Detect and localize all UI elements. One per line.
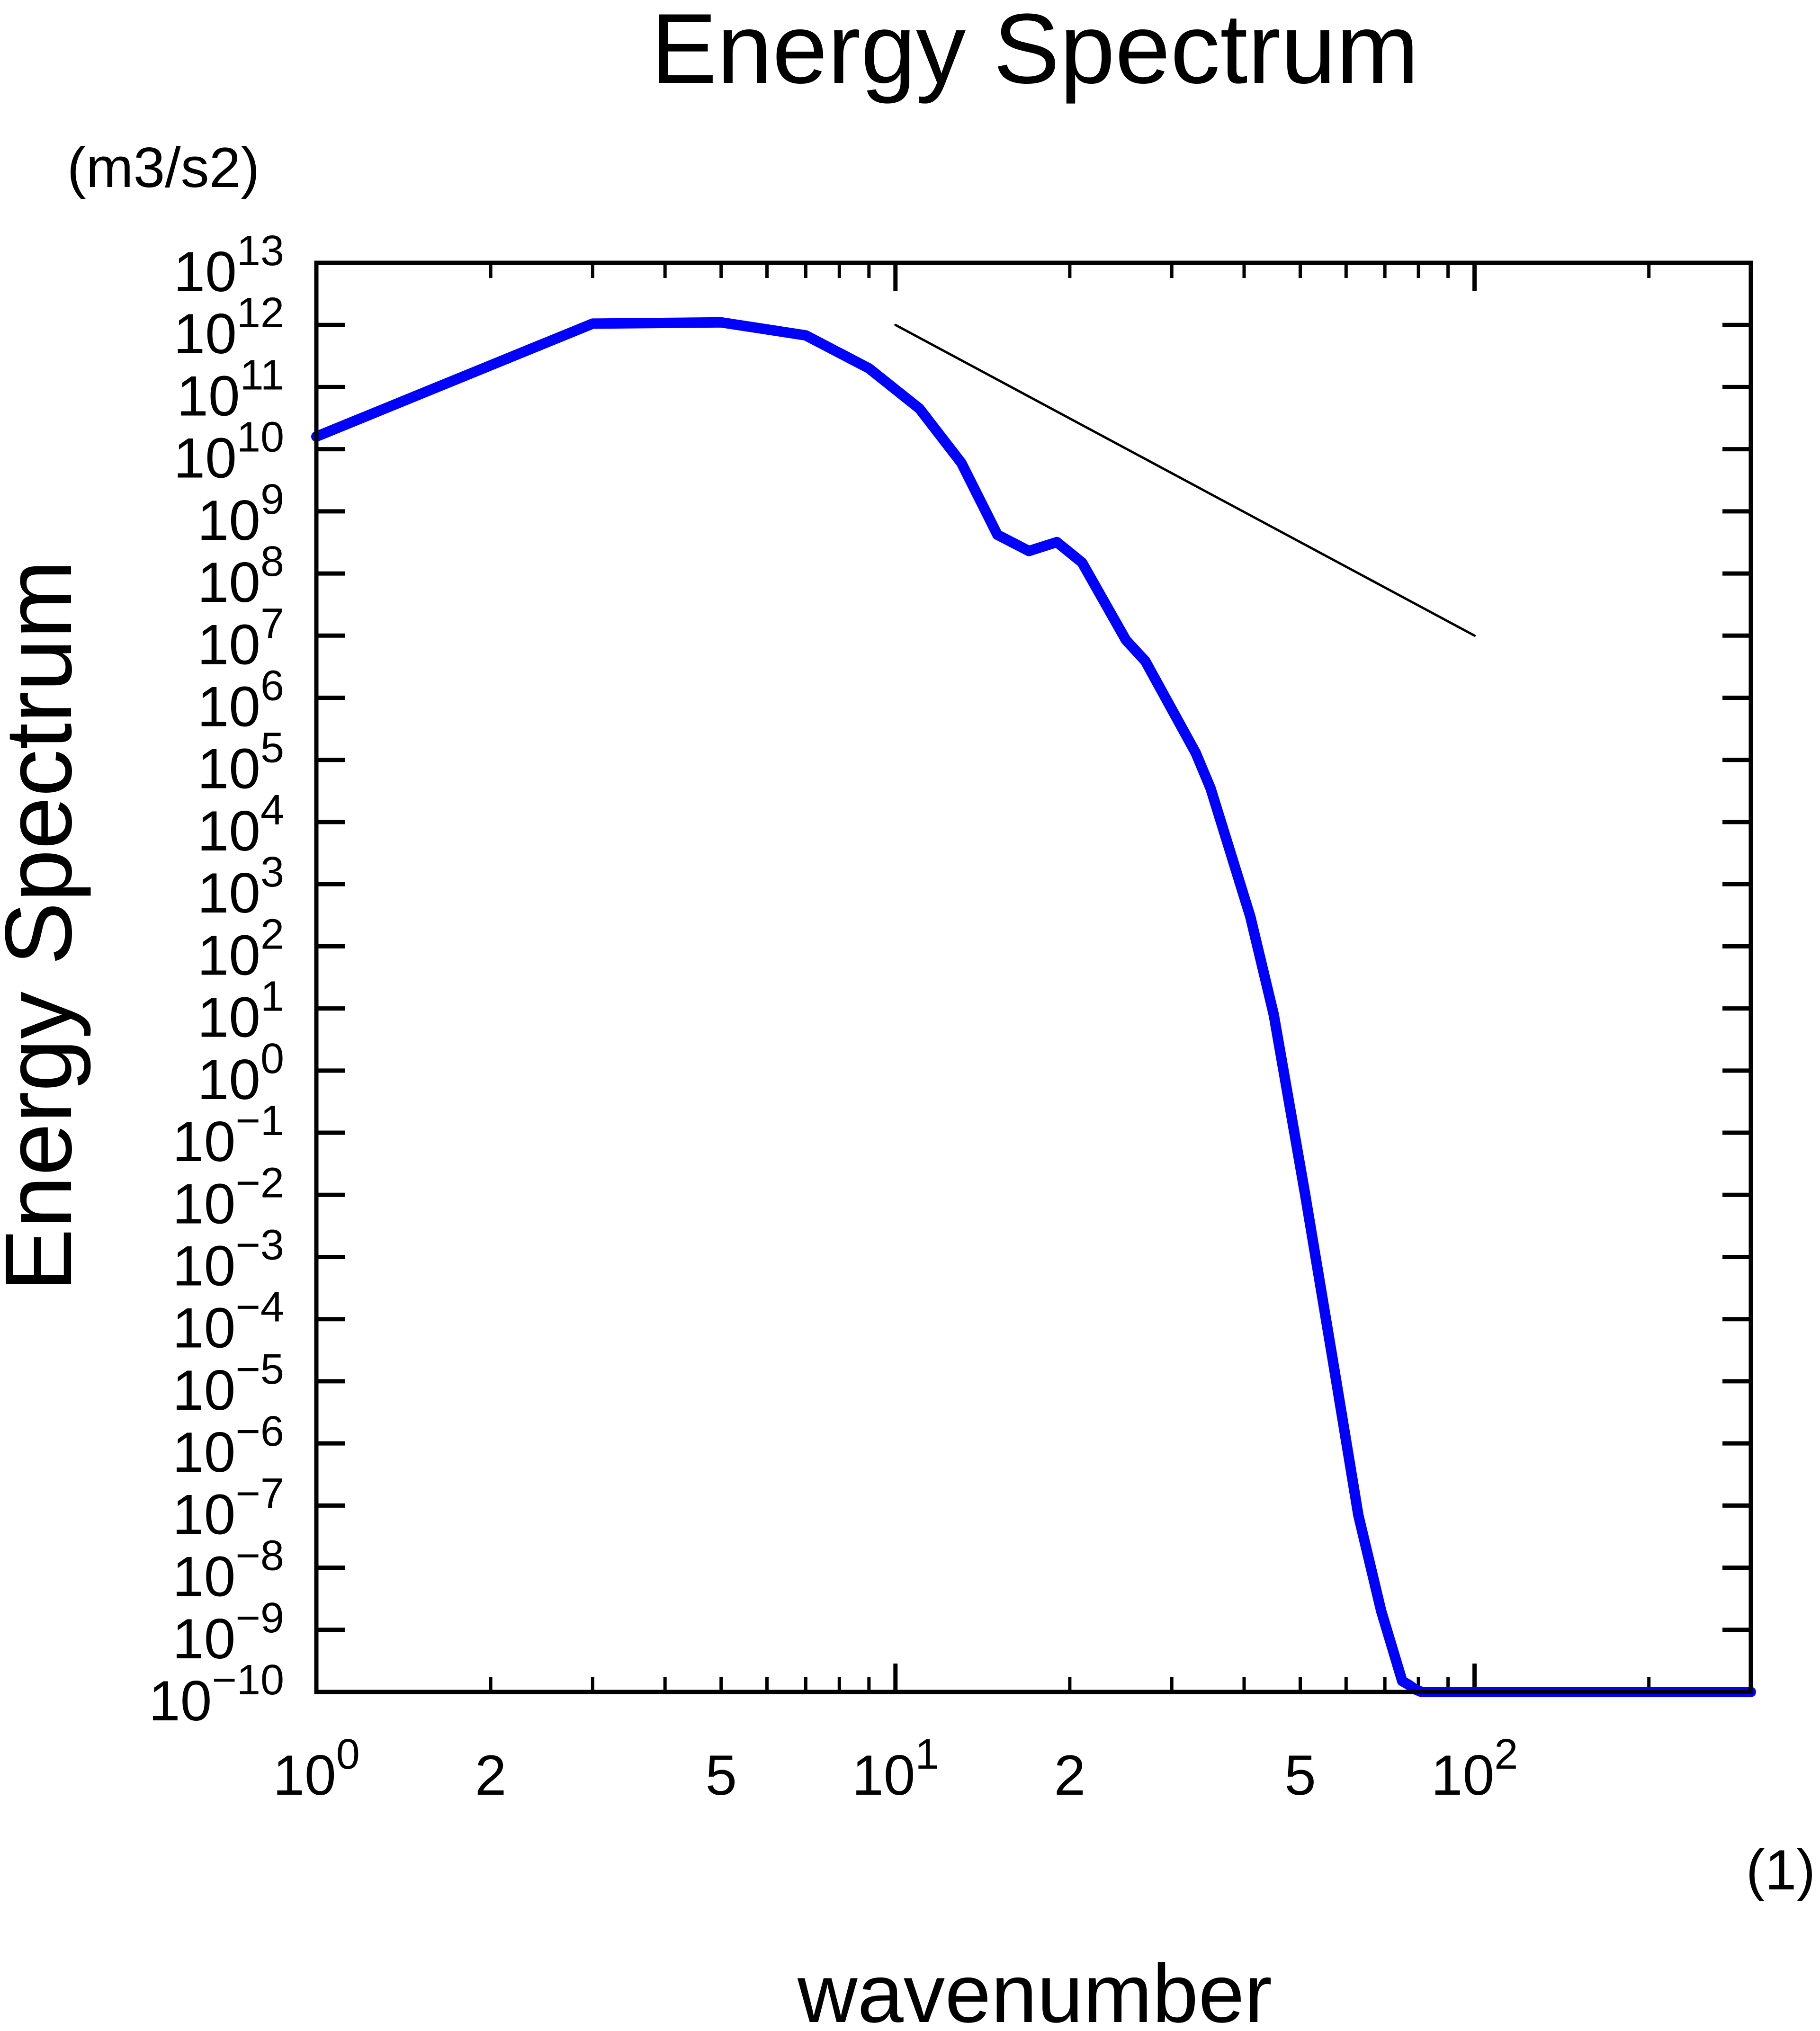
y-tick-label: 108 bbox=[197, 538, 284, 614]
y-units-label: (m3/s2) bbox=[67, 136, 260, 199]
y-axis-label: Energy Spectrum bbox=[0, 560, 91, 1291]
y-tick-label: 10−7 bbox=[172, 1470, 284, 1546]
x-tick-labels: 100 2 5 101 2 5 102 bbox=[273, 1731, 1518, 1807]
y-tick-labels: 1013101210111010109108107106105104103102… bbox=[149, 227, 284, 1733]
x-tick-label: 2 bbox=[475, 1744, 507, 1807]
y-tick-label: 10−10 bbox=[149, 1656, 284, 1733]
y-tick-label: 10−2 bbox=[172, 1159, 284, 1235]
y-tick-label: 109 bbox=[197, 476, 284, 552]
plot-series bbox=[311, 317, 1756, 1697]
y-tick-label: 1013 bbox=[173, 227, 284, 304]
energy-spectrum-line bbox=[311, 317, 1756, 1697]
x-axis-label: wavenumber bbox=[797, 1948, 1272, 2031]
y-tick-label: 10−4 bbox=[172, 1284, 284, 1360]
x-tick-label: 2 bbox=[1054, 1744, 1086, 1807]
y-tick-label: 10−6 bbox=[172, 1408, 284, 1484]
plot-frame bbox=[314, 260, 1753, 1694]
y-tick-label: 10−9 bbox=[172, 1594, 284, 1671]
y-tick-label: 10−8 bbox=[172, 1532, 284, 1609]
x-tick-label: 5 bbox=[705, 1744, 737, 1807]
y-tick-label: 105 bbox=[197, 725, 284, 801]
x-tick-label: 101 bbox=[852, 1731, 939, 1807]
x-units-label: (1) bbox=[1746, 1838, 1816, 1902]
x-tick-label: 100 bbox=[273, 1731, 360, 1807]
y-tick-label: 103 bbox=[197, 849, 284, 925]
y-tick-label: 104 bbox=[197, 787, 284, 863]
y-tick-label: 1011 bbox=[177, 351, 284, 428]
y-tick-label: 10−3 bbox=[172, 1221, 284, 1297]
chart-title: Energy Spectrum bbox=[651, 0, 1419, 104]
y-tick-label: 101 bbox=[197, 973, 284, 1049]
y-tick-label: 10−5 bbox=[172, 1346, 284, 1422]
y-tick-label: 1010 bbox=[173, 414, 284, 490]
x-tick-label: 102 bbox=[1431, 1731, 1518, 1807]
y-tick-label: 107 bbox=[197, 600, 284, 676]
tick-marks bbox=[316, 260, 1753, 1694]
y-tick-label: 106 bbox=[197, 662, 284, 739]
y-tick-label: 1012 bbox=[173, 289, 284, 366]
x-tick-label: 5 bbox=[1284, 1744, 1316, 1807]
y-tick-label: 10−1 bbox=[172, 1097, 284, 1173]
y-tick-label: 100 bbox=[197, 1035, 284, 1111]
y-tick-label: 102 bbox=[197, 911, 284, 987]
reference-slope-line bbox=[894, 323, 1476, 637]
